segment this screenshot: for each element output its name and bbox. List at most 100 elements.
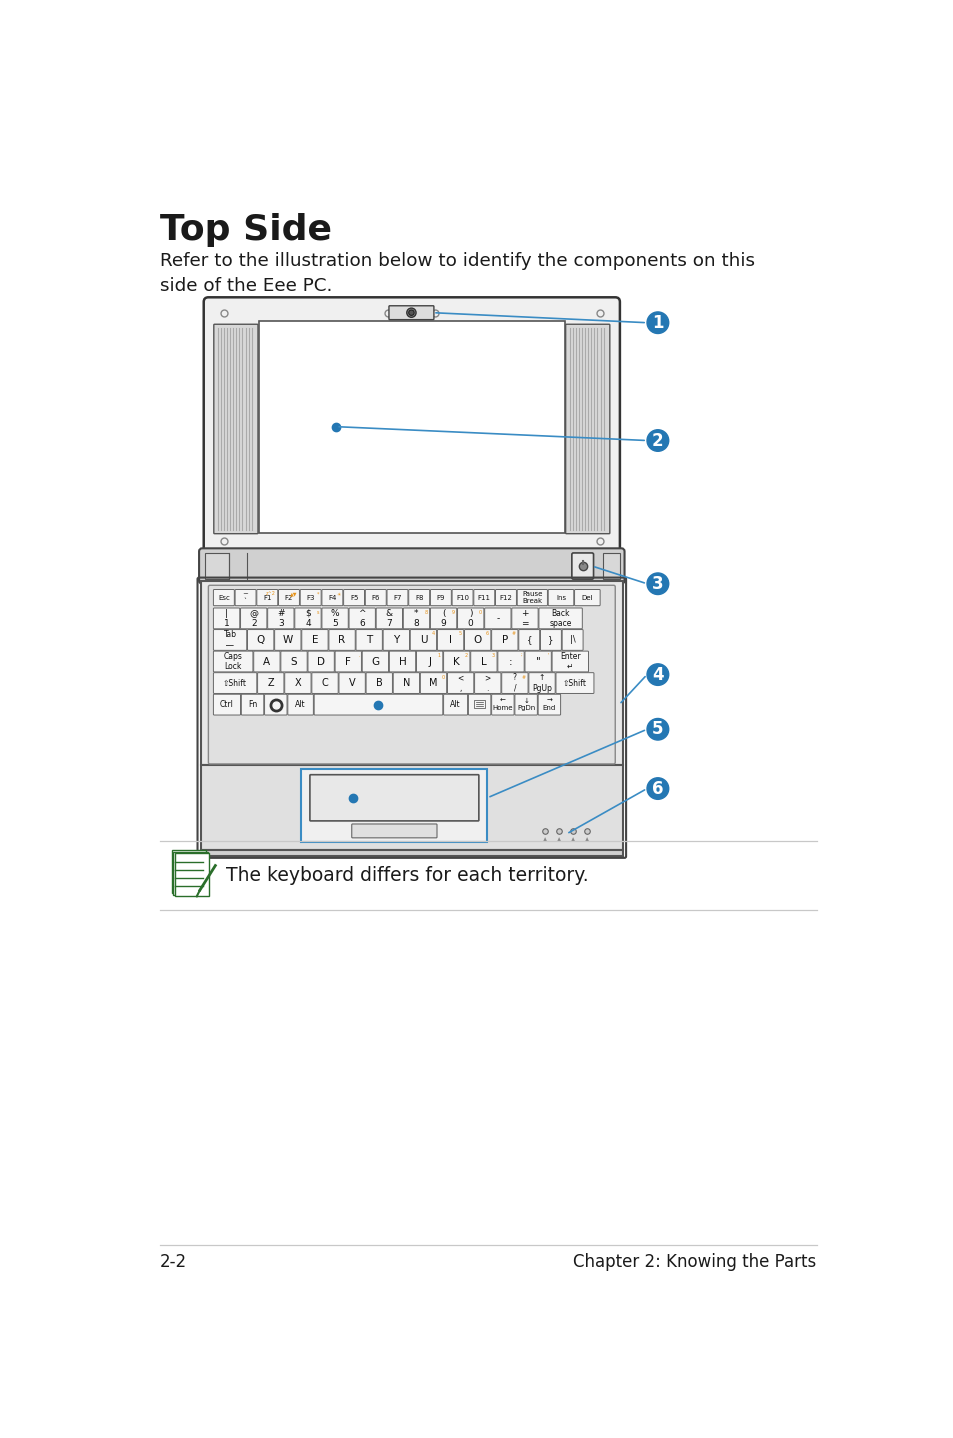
Text: T: T	[366, 636, 372, 646]
FancyBboxPatch shape	[430, 608, 456, 628]
Text: #
3: # 3	[276, 608, 284, 628]
Text: F12: F12	[499, 594, 512, 601]
FancyBboxPatch shape	[264, 695, 287, 715]
Text: |
1: | 1	[223, 608, 230, 628]
FancyBboxPatch shape	[561, 630, 582, 650]
Text: ^
6: ^ 6	[358, 608, 366, 628]
Text: &
7: & 7	[385, 608, 393, 628]
FancyBboxPatch shape	[314, 695, 442, 715]
FancyBboxPatch shape	[349, 608, 375, 628]
Text: 1: 1	[652, 313, 663, 332]
FancyBboxPatch shape	[321, 590, 342, 605]
Text: R: R	[338, 636, 345, 646]
Text: 8: 8	[424, 610, 427, 615]
Text: 2: 2	[464, 653, 468, 659]
Text: S: S	[291, 657, 297, 666]
Text: Chapter 2: Knowing the Parts: Chapter 2: Knowing the Parts	[573, 1252, 816, 1271]
Text: ▲: ▲	[584, 837, 589, 843]
Text: F6: F6	[371, 594, 379, 601]
FancyBboxPatch shape	[538, 608, 581, 628]
FancyBboxPatch shape	[274, 630, 301, 650]
Text: B: B	[375, 679, 382, 687]
Text: F11: F11	[477, 594, 490, 601]
Text: Refer to the illustration below to identify the components on this
side of the E: Refer to the illustration below to ident…	[159, 252, 754, 295]
Text: Del: Del	[581, 594, 593, 601]
FancyBboxPatch shape	[173, 851, 208, 894]
FancyBboxPatch shape	[495, 590, 516, 605]
Text: 5: 5	[458, 631, 461, 637]
Text: G: G	[371, 657, 379, 666]
Text: +
=: + =	[520, 608, 528, 628]
Circle shape	[408, 311, 414, 315]
FancyBboxPatch shape	[524, 651, 551, 672]
Text: #: #	[512, 631, 516, 637]
FancyBboxPatch shape	[294, 608, 321, 628]
FancyBboxPatch shape	[571, 554, 593, 580]
Text: (
9: ( 9	[440, 608, 446, 628]
Text: ▲: ▲	[543, 837, 547, 843]
FancyBboxPatch shape	[213, 695, 240, 715]
FancyBboxPatch shape	[213, 608, 239, 628]
FancyBboxPatch shape	[375, 608, 402, 628]
Text: F4: F4	[328, 594, 336, 601]
Circle shape	[646, 312, 668, 334]
Circle shape	[646, 778, 668, 800]
FancyBboxPatch shape	[213, 673, 256, 693]
Text: ↓
PgDn: ↓ PgDn	[517, 697, 535, 712]
Text: U: U	[419, 636, 427, 646]
Text: ↑
PgUp: ↑ PgUp	[532, 673, 552, 693]
FancyBboxPatch shape	[403, 608, 429, 628]
Text: W: W	[282, 636, 293, 646]
FancyBboxPatch shape	[284, 673, 311, 693]
Text: F2: F2	[285, 594, 293, 601]
Text: F: F	[345, 657, 351, 666]
Text: z^2: z^2	[266, 591, 275, 597]
Text: V: V	[349, 679, 355, 687]
Text: ": "	[536, 657, 540, 666]
Text: 6: 6	[485, 631, 488, 637]
Bar	[205, 554, 229, 580]
Text: M: M	[429, 679, 437, 687]
Text: A: A	[263, 657, 270, 666]
Text: ▲▼: ▲▼	[290, 591, 297, 597]
Text: ~
`: ~ `	[242, 591, 248, 604]
FancyBboxPatch shape	[497, 651, 523, 672]
FancyBboxPatch shape	[387, 590, 408, 605]
Text: F7: F7	[393, 594, 401, 601]
Text: 4: 4	[652, 666, 663, 683]
Text: ;: ;	[520, 653, 521, 659]
FancyBboxPatch shape	[484, 608, 511, 628]
FancyBboxPatch shape	[329, 630, 355, 650]
Text: Z: Z	[267, 679, 274, 687]
Text: N: N	[402, 679, 410, 687]
FancyBboxPatch shape	[300, 590, 321, 605]
FancyBboxPatch shape	[408, 590, 429, 605]
FancyBboxPatch shape	[366, 673, 392, 693]
Text: The keyboard differs for each territory.: The keyboard differs for each territory.	[226, 866, 588, 884]
Text: L: L	[480, 657, 486, 666]
FancyBboxPatch shape	[470, 651, 497, 672]
FancyBboxPatch shape	[393, 673, 419, 693]
Text: ⇧Shift: ⇧Shift	[223, 679, 247, 687]
Circle shape	[646, 430, 668, 452]
FancyBboxPatch shape	[310, 775, 478, 821]
Text: P: P	[501, 636, 507, 646]
FancyBboxPatch shape	[240, 608, 267, 628]
Text: F3: F3	[306, 594, 314, 601]
Text: 2: 2	[652, 431, 663, 450]
FancyBboxPatch shape	[247, 630, 274, 650]
Text: )
0: ) 0	[467, 608, 473, 628]
FancyBboxPatch shape	[574, 590, 599, 605]
Text: Caps
Lock: Caps Lock	[224, 651, 242, 672]
FancyBboxPatch shape	[268, 608, 294, 628]
Text: >
.: > .	[484, 673, 491, 693]
Text: F1: F1	[263, 594, 272, 601]
FancyBboxPatch shape	[338, 673, 365, 693]
FancyBboxPatch shape	[253, 651, 280, 672]
FancyBboxPatch shape	[213, 590, 234, 605]
Text: 6: 6	[652, 779, 663, 798]
Bar	[474, 700, 484, 707]
FancyBboxPatch shape	[278, 590, 299, 605]
Bar	[602, 554, 619, 580]
Text: *: *	[316, 591, 319, 597]
